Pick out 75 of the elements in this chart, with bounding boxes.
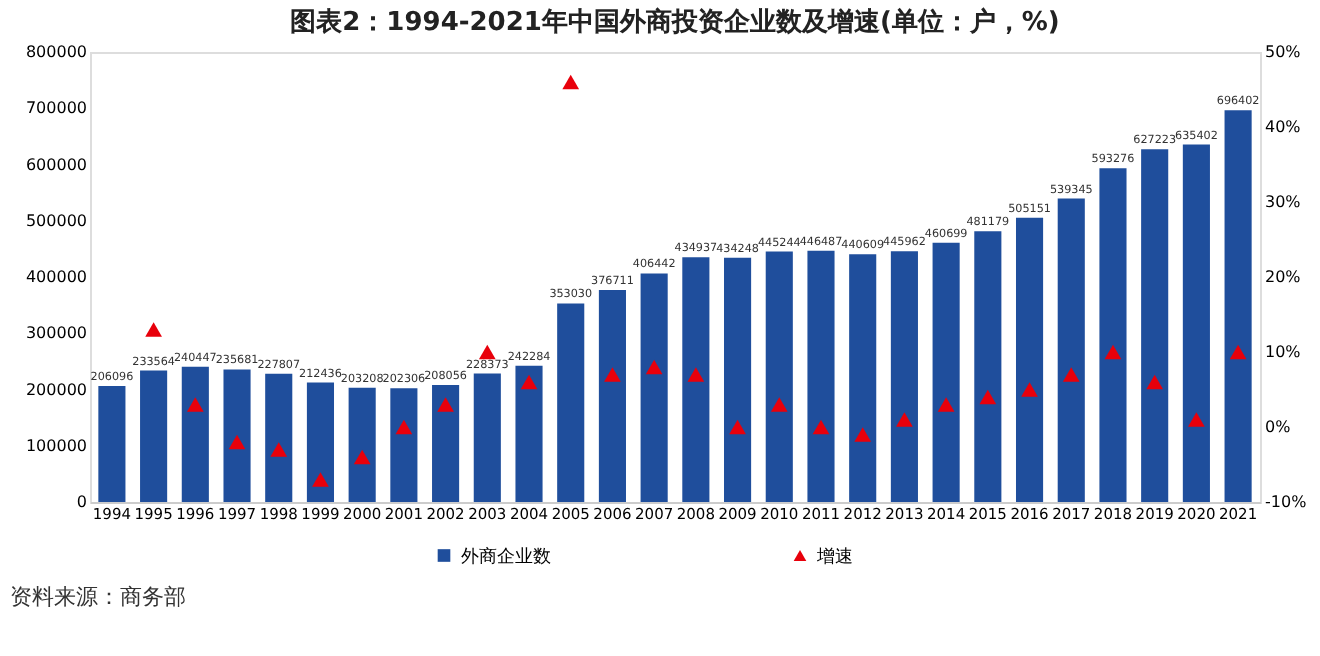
bar [98,386,126,502]
bar [1057,198,1085,502]
y-tick-label: 400000 [25,268,87,286]
bar [557,303,585,502]
point [854,427,872,442]
point [604,367,621,382]
y2-tick-label: 40% [1265,118,1302,136]
y2-tick-label: 0% [1265,418,1292,436]
legend-label: 外商企业数 [461,545,551,568]
bar [223,369,251,502]
chart-title: 图表2：1994-2021年中国外商投资企业数及增速(单位：户，%) [290,6,1060,38]
point [145,322,162,337]
y-tick-label: 600000 [25,155,87,174]
y2-tick-label: 10% [1265,343,1302,361]
point [687,367,705,382]
bar [807,250,835,502]
point [186,397,204,412]
y-tick-label: 200000 [25,380,87,399]
bar [974,231,1002,502]
point [729,419,746,435]
point [979,389,997,405]
y-tick-label: 500000 [25,211,87,230]
legend-label: 增速 [815,545,853,568]
y2-tick-label: 20% [1265,268,1302,286]
point [478,344,496,360]
bar [390,388,418,502]
point [1229,344,1247,360]
y-tick-label: 700000 [25,99,87,118]
point [812,419,830,435]
point [228,434,246,450]
point [395,419,413,435]
bar [765,251,793,502]
point [1021,382,1038,397]
point [1104,344,1122,360]
point [437,397,454,412]
bar [265,373,293,502]
bar [432,384,460,502]
bar [1224,110,1252,502]
point [353,449,371,465]
bar [1015,217,1044,502]
point [1146,374,1164,390]
text: 资料来源：商务部 [10,584,186,610]
y2-tick-label: -10% [1265,493,1308,511]
point [1062,367,1080,382]
bar [849,254,877,502]
point [312,472,329,487]
bar [306,382,335,502]
y-tick-label: 300000 [25,324,87,343]
bar [1141,149,1169,502]
point [1188,412,1205,427]
point [520,374,538,390]
y2-tick-label: 50% [1265,43,1302,61]
point [270,442,288,457]
bar [1182,144,1210,502]
y-tick-label: 100000 [25,436,87,455]
bar [348,387,376,502]
bar [682,257,710,502]
bar [640,273,668,502]
bar [181,366,209,502]
bar [515,365,543,502]
y2-tick-label: 30% [1265,193,1302,211]
bar [724,257,752,502]
bar [598,290,626,502]
point [896,412,913,427]
bar [140,370,168,502]
point [645,359,663,375]
bar [890,251,918,502]
bar [473,373,501,502]
y-tick-label: 0 [76,493,87,511]
bar [1099,168,1127,502]
bar [932,242,960,502]
point [937,397,955,412]
point [562,74,580,90]
point [770,397,788,412]
y-tick-label: 800000 [25,43,87,61]
